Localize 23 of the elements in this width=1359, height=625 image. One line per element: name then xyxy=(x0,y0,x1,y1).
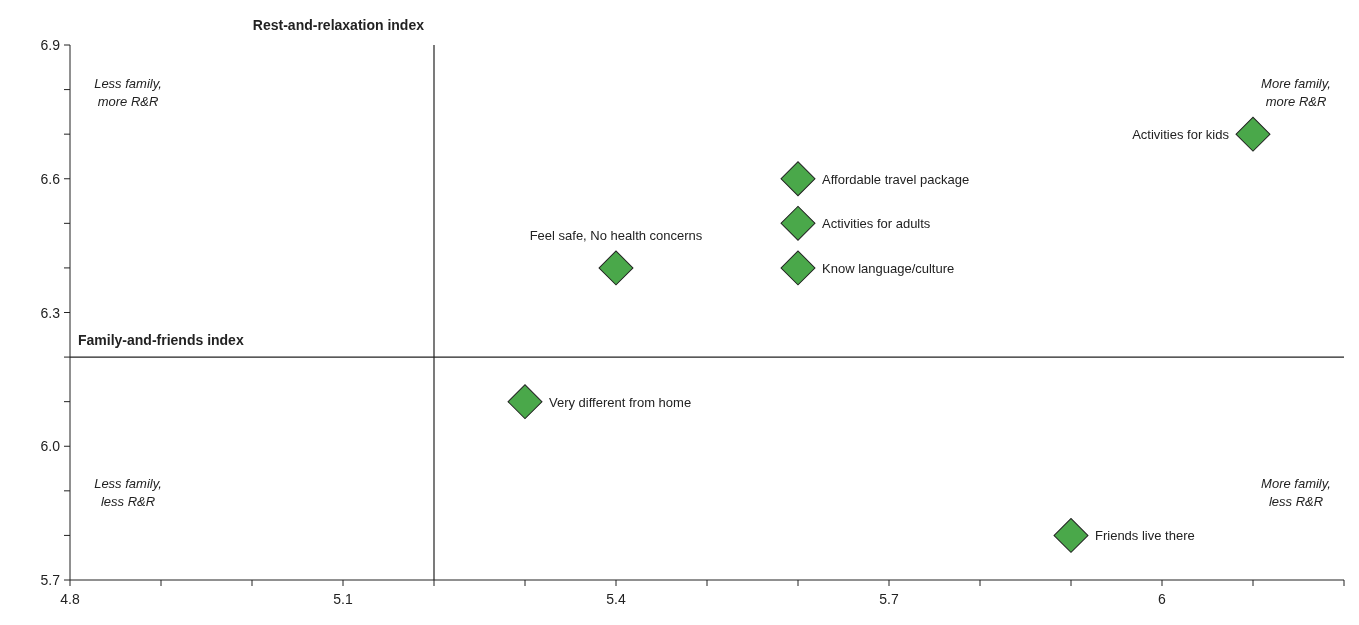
annotation: More family, less R&R xyxy=(1261,476,1331,509)
x-tick-label: 6 xyxy=(1158,591,1167,607)
annotation: Less family, more R&R xyxy=(94,76,162,109)
y-tick-label: 6.9 xyxy=(40,37,61,53)
y-axis-title: Rest-and-relaxation index xyxy=(252,17,425,33)
annotation: Affordable travel package xyxy=(822,171,970,187)
x-tick-label: 5.4 xyxy=(606,591,626,607)
x-tick-label: 5.1 xyxy=(333,591,353,607)
y-tick-label: 6.6 xyxy=(40,170,61,187)
y-tick-label: 5.7 xyxy=(40,572,61,588)
x-tick-label: 4.8 xyxy=(60,591,80,607)
annotation: Activities for kids xyxy=(1132,127,1230,143)
x-tick-label: 5.7 xyxy=(879,591,899,607)
annotation: Less family, less R&R xyxy=(94,476,162,509)
x-axis-title: Family-and-friends index xyxy=(78,332,244,349)
annotation: Activities for adults xyxy=(822,216,931,232)
annotation: Feel safe, No health concerns xyxy=(529,227,703,243)
annotation: More family, more R&R xyxy=(1261,76,1331,109)
annotation: Friends live there xyxy=(1095,528,1195,544)
annotation: Very different from home xyxy=(549,394,692,410)
annotation: Know language/culture xyxy=(822,260,955,276)
y-tick-label: 6.0 xyxy=(40,438,61,455)
y-tick-label: 6.3 xyxy=(40,304,61,321)
